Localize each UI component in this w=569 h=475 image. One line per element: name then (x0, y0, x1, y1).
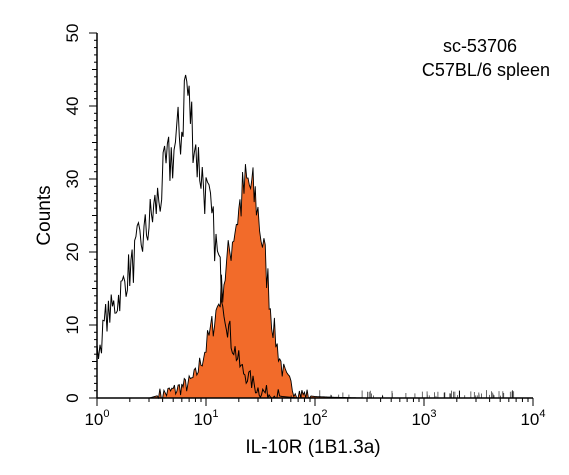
series-outline-histogram (96, 74, 299, 399)
x-tick-label: 102 (302, 408, 327, 429)
annotation-label: sc-53706 (443, 36, 517, 56)
x-axis-title: IL-10R (1B1.3a) (245, 437, 380, 458)
x-tick-label: 100 (84, 408, 109, 429)
y-tick-label: 50 (63, 24, 82, 43)
y-tick-label: 30 (63, 170, 82, 189)
x-tick-label: 104 (520, 408, 545, 429)
y-tick-label: 10 (63, 316, 82, 335)
y-tick-label: 0 (63, 393, 82, 402)
baseline-noise (290, 390, 515, 398)
x-tick-label: 101 (193, 408, 218, 429)
x-tick-label: 103 (411, 408, 436, 429)
axes-layer (89, 32, 534, 406)
y-tick-label: 40 (63, 97, 82, 116)
annotation-label: C57BL/6 spleen (422, 60, 550, 80)
series-layer (96, 74, 515, 400)
labels-layer: 0 10 20 30 40 50 100 101 102 103 104 IL-10R (1B1.3a… (34, 24, 550, 458)
y-tick-label: 20 (63, 243, 82, 262)
y-axis-title: Counts (34, 185, 55, 245)
series-filled-histogram (148, 164, 368, 400)
